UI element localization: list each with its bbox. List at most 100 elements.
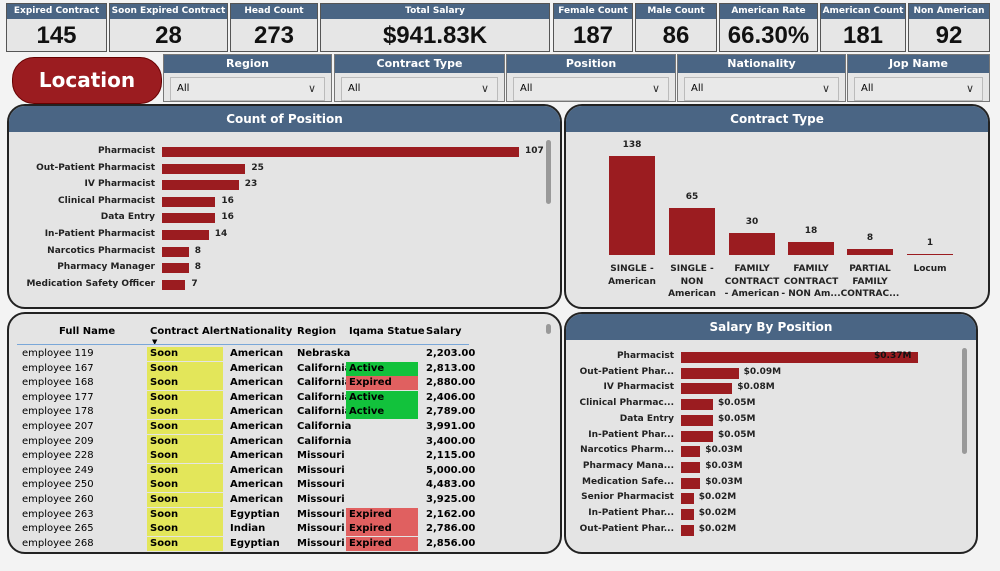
kpi-card: Female Count 187 <box>553 3 633 52</box>
table-row[interactable]: employee 168 Soon American California Expire… <box>9 376 479 391</box>
table-row[interactable]: employee 265 Soon Indian Missouri Expired 2,7… <box>9 522 479 537</box>
filter-value: All <box>691 83 704 94</box>
filter-dropdown[interactable]: All ∨ <box>684 77 839 101</box>
table-cell <box>346 449 418 463</box>
bar[interactable] <box>681 352 918 363</box>
bar[interactable] <box>162 147 519 157</box>
bar[interactable] <box>681 383 733 395</box>
table-cell: Missouri <box>297 494 345 505</box>
table-row[interactable]: employee 263 Soon Egyptian Missouri Expired 2… <box>9 507 479 522</box>
data-label: $0.37M <box>874 351 912 361</box>
table-row[interactable]: employee 177 Soon American California Active… <box>9 390 479 405</box>
table-cell: Soon <box>147 463 223 478</box>
bar[interactable] <box>681 524 694 536</box>
table-cell: American <box>230 406 284 418</box>
bar[interactable] <box>162 230 209 240</box>
table-cell: 2,115.00 <box>426 450 476 462</box>
bar[interactable] <box>681 446 701 458</box>
kpi-label: Expired Contract <box>7 4 106 19</box>
table-cell: Soon <box>147 347 223 361</box>
data-label: $0.03M <box>705 476 743 487</box>
column[interactable] <box>729 233 775 255</box>
table-row[interactable]: employee 268 Soon Egyptian Missouri Expired 2… <box>9 536 479 551</box>
table-row[interactable]: employee 207 Soon American California 3,991.… <box>9 420 479 434</box>
scrollbar[interactable] <box>962 348 967 454</box>
table-row[interactable]: employee 178 Soon American California Active… <box>9 405 479 420</box>
kpi-label: Soon Expired Contract <box>110 4 227 19</box>
bar[interactable] <box>681 367 739 379</box>
kpi-label: American Rate <box>720 4 817 19</box>
table-cell: 3,925.00 <box>426 494 476 505</box>
bar[interactable] <box>162 213 216 224</box>
table-cell: Soon <box>147 390 223 405</box>
column[interactable] <box>788 242 834 255</box>
bar[interactable] <box>681 399 714 411</box>
bar[interactable] <box>681 493 694 505</box>
table-row[interactable]: employee 249 Soon American Missouri 5,000.00 <box>9 463 479 478</box>
table-cell: Soon <box>147 449 223 464</box>
table-cell: American <box>230 362 284 374</box>
kpi-card: American Count 181 <box>820 3 906 52</box>
bar[interactable] <box>681 430 714 442</box>
table-row[interactable]: employee 260 Soon American Missouri 3,925.00 <box>9 493 479 507</box>
column-header[interactable]: Salary <box>426 326 462 337</box>
data-label: $0.05M <box>718 398 756 409</box>
chevron-down-icon: ∨ <box>965 82 974 95</box>
kpi-label: Head Count <box>231 4 317 19</box>
bar-label: Narcotics Pharm... <box>580 445 674 456</box>
filter-dropdown[interactable]: All ∨ <box>170 77 325 101</box>
table-cell: Active <box>346 390 418 405</box>
filter-dropdown[interactable]: All ∨ <box>341 77 498 101</box>
location-button[interactable]: Location <box>12 57 162 104</box>
bar[interactable] <box>162 279 186 290</box>
table-cell: 2,786.00 <box>426 523 476 535</box>
table-cell: Active <box>346 361 418 376</box>
filter-value: All <box>861 83 874 94</box>
bar-label: Pharmacist <box>616 351 674 361</box>
bar[interactable] <box>681 414 714 426</box>
table-cell <box>346 435 418 449</box>
column-header[interactable]: Nationality <box>230 326 293 337</box>
bar-label: In-Patient Phar... <box>588 508 674 518</box>
table-cell: California <box>297 377 352 389</box>
bar[interactable] <box>681 461 701 473</box>
table-row[interactable]: employee 228 Soon American Missouri 2,115.00 <box>9 449 479 464</box>
table-row[interactable]: employee 209 Soon American California 3,400.… <box>9 434 479 449</box>
bar[interactable] <box>162 163 246 174</box>
bar[interactable] <box>162 180 239 191</box>
column[interactable] <box>847 249 893 255</box>
table-row[interactable]: employee 250 Soon American Missouri 4,483.00 <box>9 478 479 493</box>
table-cell: Missouri <box>297 479 345 491</box>
table-cell: Missouri <box>297 523 345 535</box>
scrollbar[interactable] <box>546 324 551 334</box>
table-cell: employee 260 <box>22 494 94 505</box>
bar[interactable] <box>162 263 189 274</box>
kpi-card: Expired Contract 145 <box>6 3 107 52</box>
bar[interactable] <box>681 477 701 489</box>
data-label: $0.02M <box>698 492 737 503</box>
table-cell: Soon <box>147 405 223 420</box>
filter-dropdown[interactable]: All ∨ <box>513 77 669 101</box>
column[interactable] <box>669 208 715 255</box>
kpi-value: 181 <box>842 22 884 49</box>
bar-label: Clinical Pharmac... <box>579 398 674 409</box>
bar[interactable] <box>681 509 694 520</box>
table-row[interactable]: employee 119 Soon American Nebraska 2,203.00 <box>9 347 479 361</box>
bar[interactable] <box>162 246 189 257</box>
table-cell: Missouri <box>297 464 345 476</box>
category-label: FAMILY CONTRACT - American <box>724 264 780 299</box>
column[interactable] <box>907 253 953 255</box>
bar[interactable] <box>162 196 216 207</box>
column-header[interactable]: Full Name <box>59 326 116 337</box>
scrollbar[interactable] <box>546 140 551 204</box>
column-header[interactable]: Contract Alert <box>150 326 230 337</box>
filter-dropdown[interactable]: All ∨ <box>854 77 983 101</box>
bar-label: Pharmacist <box>97 146 155 156</box>
column-header[interactable]: Iqama Statue <box>349 326 425 337</box>
table-row[interactable]: employee 167 Soon American California Active… <box>9 361 479 376</box>
column-header[interactable]: Region <box>297 326 337 337</box>
table-cell: Soon <box>147 493 223 507</box>
column[interactable] <box>609 156 655 255</box>
bar-label: Out-Patient Phar... <box>579 366 674 377</box>
count-of-position-chart: Count of Position Pharmacist 107 Out-Patie… <box>7 104 562 309</box>
